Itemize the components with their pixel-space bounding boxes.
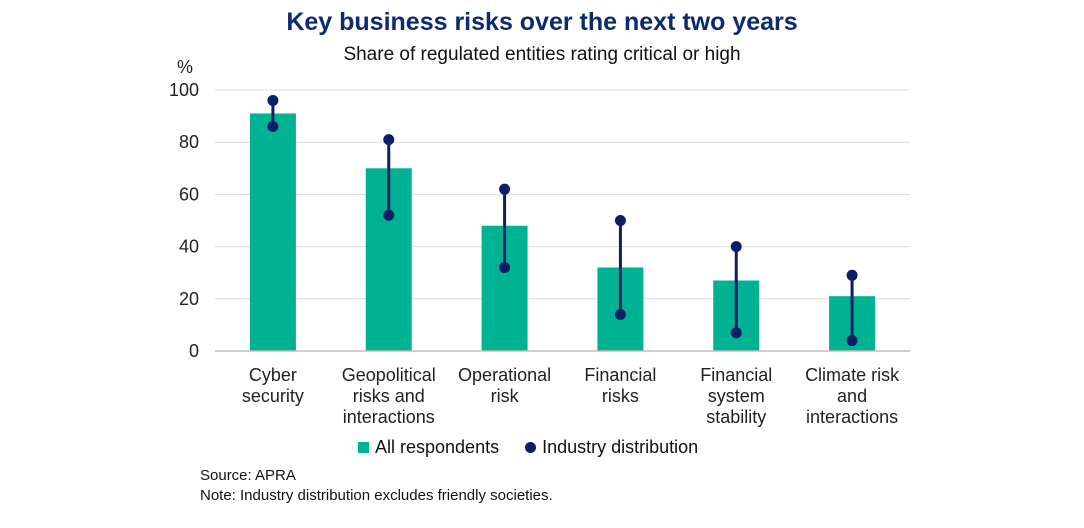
x-category-label: system [708,386,765,406]
range-high-point [846,269,858,281]
y-tick-label: 80 [179,132,199,152]
dot-marker-icon [525,442,537,453]
legend-label: Industry distribution [542,437,699,457]
bar [249,113,296,352]
source-note: Source: APRA [200,467,296,484]
legend-label: All respondents [375,437,500,457]
x-category-label: Financial [584,365,656,385]
x-category-label: and [837,386,867,406]
y-tick-label: 60 [179,184,199,204]
chart-subtitle: Share of regulated entities rating criti… [343,44,741,65]
legend-item-bars: All respondents [358,437,499,458]
x-category-label: interactions [343,407,435,427]
x-category-label: Financial [700,365,772,385]
range-high-point [499,183,511,195]
x-category-label: security [242,386,304,406]
chart-title: Key business risks over the next two yea… [286,8,798,36]
bar-swatch-icon [358,442,369,453]
x-category-label: interactions [806,407,898,427]
y-tick-label: 20 [179,289,199,309]
x-category-label: risks [602,386,639,406]
y-tick-label: 40 [179,237,199,257]
range-low-point [383,209,395,221]
range-low-point [267,121,279,133]
range-high-point [383,134,395,146]
range-high-point [267,94,279,106]
x-category-label: Cyber [249,365,297,385]
x-category-label: Geopolitical [342,365,436,385]
range-high-point [730,241,742,253]
footnote: Note: Industry distribution excludes fri… [200,487,553,504]
y-tick-label: 0 [189,341,199,361]
range-high-point [614,215,626,226]
x-category-label: Operational [458,365,551,385]
range-low-point [614,308,626,320]
range-low-point [499,261,511,273]
range-low-point [846,335,858,347]
x-category-label: risks and [353,386,425,406]
legend: All respondents Industry distribution [358,437,698,458]
y-axis-label: % [177,57,193,77]
range-low-point [730,327,742,339]
x-category-label: stability [706,407,766,427]
x-category-label: risk [491,386,520,406]
y-tick-label: 100 [169,80,199,100]
x-category-label: Climate risk [805,365,900,385]
legend-item-range: Industry distribution [525,437,698,458]
